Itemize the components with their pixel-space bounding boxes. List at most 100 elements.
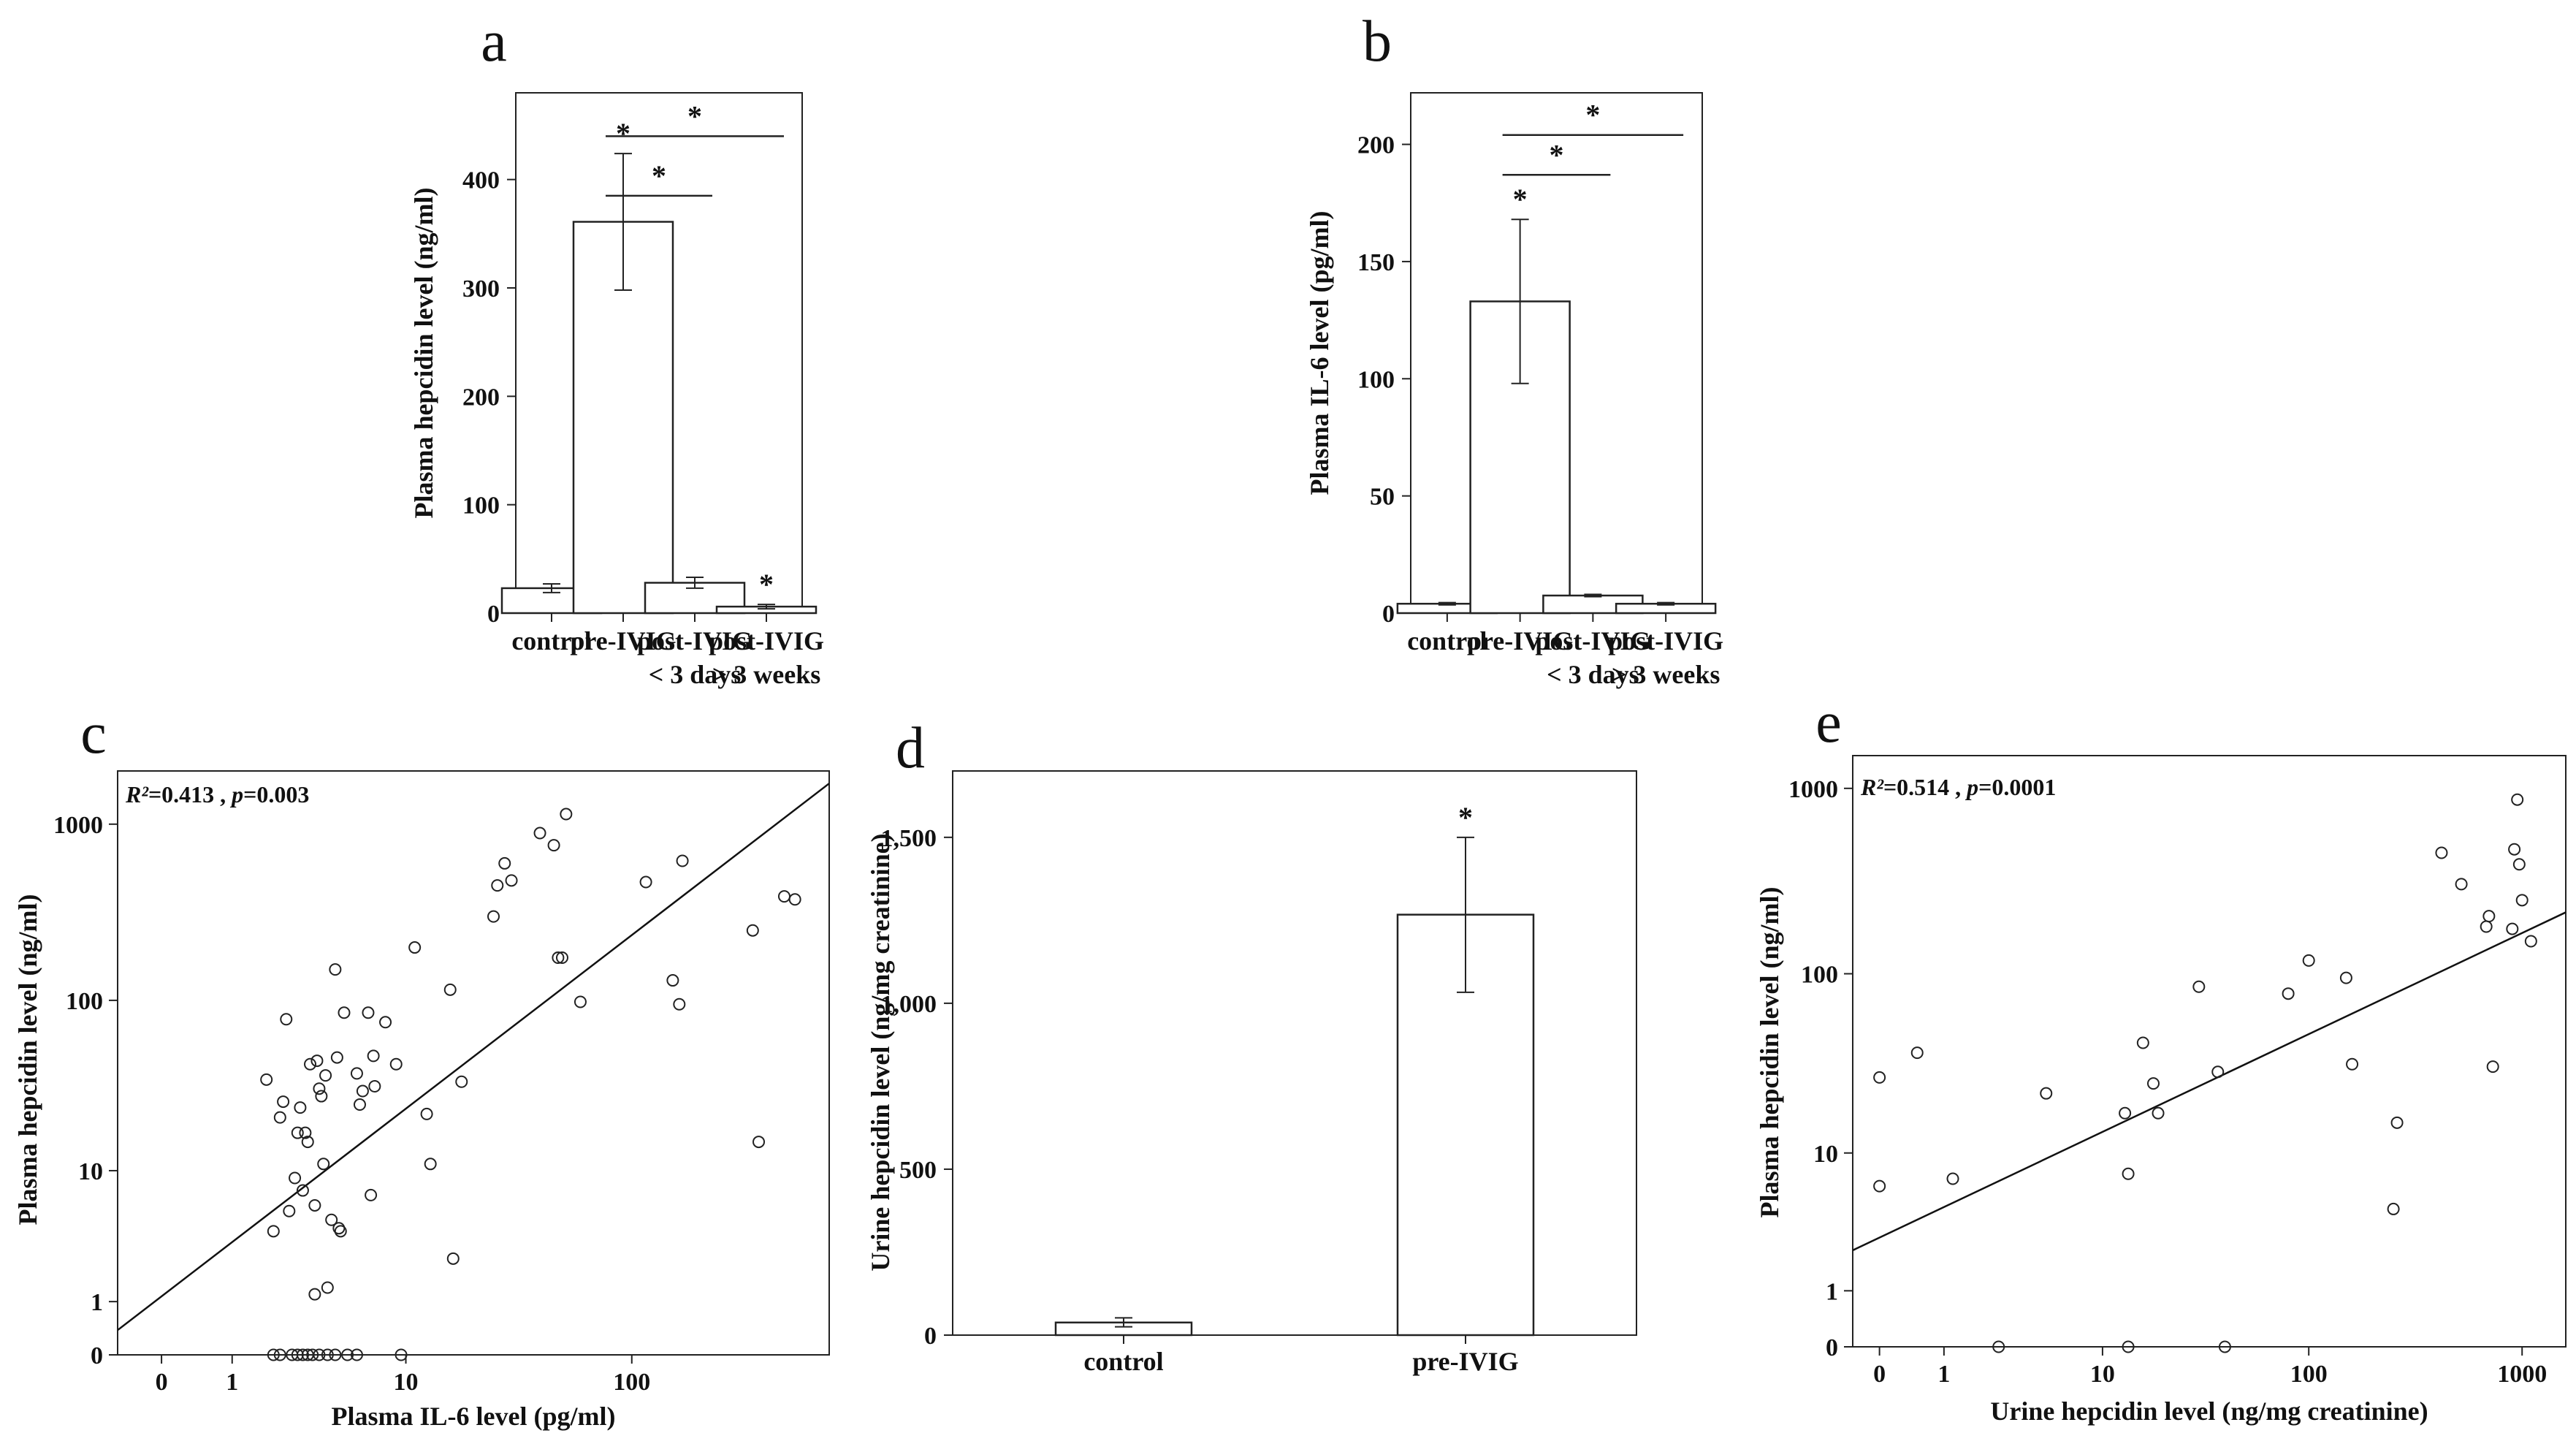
data-point [2387,1202,2400,1215]
annotation-r2-value: =0.514 [1883,774,1949,800]
data-point [2455,878,2468,891]
y-tick-label: 0 [487,601,500,628]
annotation-p-label: p [229,781,243,808]
data-point [505,874,518,887]
panel-a: a 0 100 200 300 400 Plasma hepcidin level (ng/… [409,10,824,689]
data-point [273,1348,286,1361]
data-point [498,856,511,870]
y-tick-label: 400 [462,167,500,194]
category-label: post-IVIG [709,626,824,656]
y-axis-label: Plasma hepcidin level (ng/ml) [1755,887,1784,1218]
y-tick-label: 1000 [1788,776,1838,803]
data-point [2346,1057,2359,1071]
data-point [2435,846,2448,859]
data-point [676,854,689,867]
annotation-r2-label: R² [1860,774,1884,800]
annotation-p-label: p [1965,774,1978,800]
data-point [639,875,652,889]
data-point [283,1204,296,1217]
r2-annotation: R²=0.514 , p=0.0001 [1860,774,2056,800]
data-point [356,1084,369,1098]
y-tick-label: 100 [1357,366,1395,393]
data-point [2506,922,2519,935]
data-point [395,1348,408,1361]
data-point [267,1225,280,1238]
data-point [317,1158,330,1171]
data-point [353,1098,366,1112]
x-tick-label: 10 [2090,1361,2115,1388]
annotation-separator: , [1949,774,1967,800]
bracket-star: * [1585,99,1600,132]
data-point [367,1049,380,1063]
data-point [2146,1077,2160,1090]
data-point [294,1101,307,1114]
data-point [2339,971,2352,984]
y-tick-label: 50 [1370,484,1395,511]
y-tick-label: 1,500 [881,825,937,852]
plot-frame [952,770,1637,1336]
significance-star: * [1458,801,1473,834]
y-tick-label: 500 [899,1157,937,1184]
data-point [666,974,679,987]
x-tick-label: 100 [613,1369,650,1396]
y-tick-label: 1,000 [881,991,937,1018]
category-label: post-IVIG [1608,626,1723,656]
significance-star: * [616,117,630,150]
data-point [334,1225,347,1238]
panel-label: d [896,716,925,780]
data-point [2486,1060,2499,1074]
data-point [2390,1116,2404,1129]
data-point [1946,1172,1959,1185]
data-point [321,1281,334,1294]
data-point [389,1057,403,1071]
data-point [2192,980,2206,993]
data-point [341,1348,354,1361]
data-point [746,924,759,937]
data-point [308,1198,321,1212]
y-tick-label: 150 [1357,249,1395,276]
data-point [2524,935,2537,948]
data-point [350,1067,363,1080]
data-point [2122,1340,2135,1353]
data-point [329,963,342,976]
x-tick-label: 1 [1937,1361,1950,1388]
y-axis-label: Urine hepcidin level (ng/mg creatinine) [866,833,895,1271]
annotation-r2-value: =0.413 [148,781,214,808]
x-tick-label: 100 [2290,1361,2328,1388]
y-tick-label: 100 [66,988,103,1015]
data-point [1873,1179,1886,1193]
data-point [321,1348,334,1361]
significance-star: * [1513,183,1528,216]
data-point [424,1158,437,1171]
data-point [1873,1071,1886,1084]
category-label: pre-IVIG [570,626,676,656]
y-tick-label: 10 [78,1158,103,1185]
data-point [2152,1106,2165,1120]
y-tick-label: 1 [1826,1278,1838,1305]
data-point [547,839,560,852]
data-point [296,1348,309,1361]
category-label: control [1407,626,1487,656]
category-label: control [1083,1347,1163,1376]
plot-frame [1852,755,2567,1348]
data-point [2040,1087,2053,1100]
category-label: < 3 days [649,660,742,689]
panel-e: e 0 1 10 100 1000 0 1 10 100 1000 Urine hepcidin le… [1755,691,2567,1426]
data-point [308,1288,321,1301]
data-point [491,879,504,892]
x-tick-label: 1 [226,1369,238,1396]
data-point [2211,1065,2225,1079]
category-label: post-IVIG [637,626,752,656]
data-point [2480,920,2493,933]
data-point [296,1184,309,1197]
data-point [2136,1036,2149,1049]
data-point [2122,1167,2135,1180]
bracket-star: * [1550,138,1564,171]
annotation-separator: , [214,781,232,808]
data-point [368,1079,381,1092]
data-point [2282,987,2295,1000]
data-point [291,1348,304,1361]
data-point [777,890,790,903]
data-point [455,1075,468,1088]
